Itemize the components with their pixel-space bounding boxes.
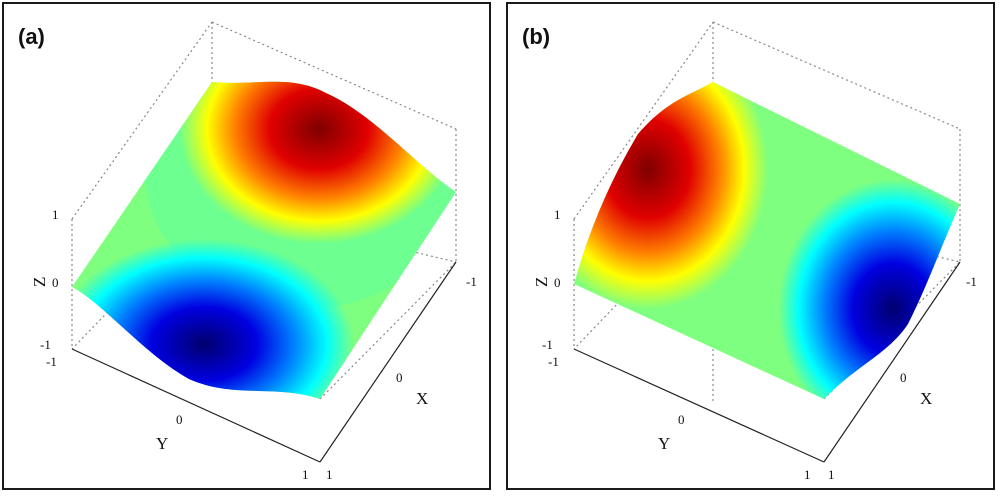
x-axis-label-b: X xyxy=(920,389,932,408)
y-tick-a-0: 0 xyxy=(176,412,183,427)
surface-b xyxy=(574,82,960,399)
y-tick-b-neg1: -1 xyxy=(548,354,559,369)
axes-a xyxy=(71,261,457,463)
z-tick-a-1: 1 xyxy=(52,207,59,222)
panel-label-b: (b) xyxy=(522,24,551,49)
x-tick-b-0: 0 xyxy=(900,370,907,385)
x-tick-b-1: 1 xyxy=(828,467,835,482)
y-tick-b-1: 1 xyxy=(804,467,811,482)
y-tick-a-neg1: -1 xyxy=(46,354,57,369)
surface-plot-b: 1 0 -1 -1 0 1 1 0 -1 Z Y X xyxy=(532,21,977,482)
z-axis-label-a: Z xyxy=(30,277,49,287)
y-tick-b-0: 0 xyxy=(678,412,685,427)
x-tick-a-1: 1 xyxy=(326,467,333,482)
z-axis-label-b: Z xyxy=(532,277,551,287)
surface-plot-a: 1 0 -1 -1 0 1 1 0 -1 Z Y X xyxy=(30,21,477,482)
y-tick-a-1: 1 xyxy=(302,467,309,482)
z-tick-a-0: 0 xyxy=(52,275,59,290)
z-tick-a-neg1: -1 xyxy=(40,337,51,352)
z-tick-b-1: 1 xyxy=(554,207,561,222)
y-axis-label-b: Y xyxy=(658,434,670,453)
x-tick-a-0: 0 xyxy=(396,370,403,385)
z-tick-b-neg1: -1 xyxy=(542,337,553,352)
panel-label-a: (a) xyxy=(18,24,45,49)
x-tick-a-neg1: -1 xyxy=(466,274,477,289)
axes-b xyxy=(573,261,961,463)
z-tick-b-0: 0 xyxy=(554,275,561,290)
x-tick-b-neg1: -1 xyxy=(966,274,977,289)
panel-a: 1 0 -1 -1 0 1 1 0 -1 Z Y X (a) xyxy=(2,2,491,490)
panel-b: 1 0 -1 -1 0 1 1 0 -1 Z Y X (b) xyxy=(506,2,995,490)
x-axis-label-a: X xyxy=(416,389,428,408)
y-axis-label-a: Y xyxy=(156,434,168,453)
surface-a xyxy=(72,81,456,399)
